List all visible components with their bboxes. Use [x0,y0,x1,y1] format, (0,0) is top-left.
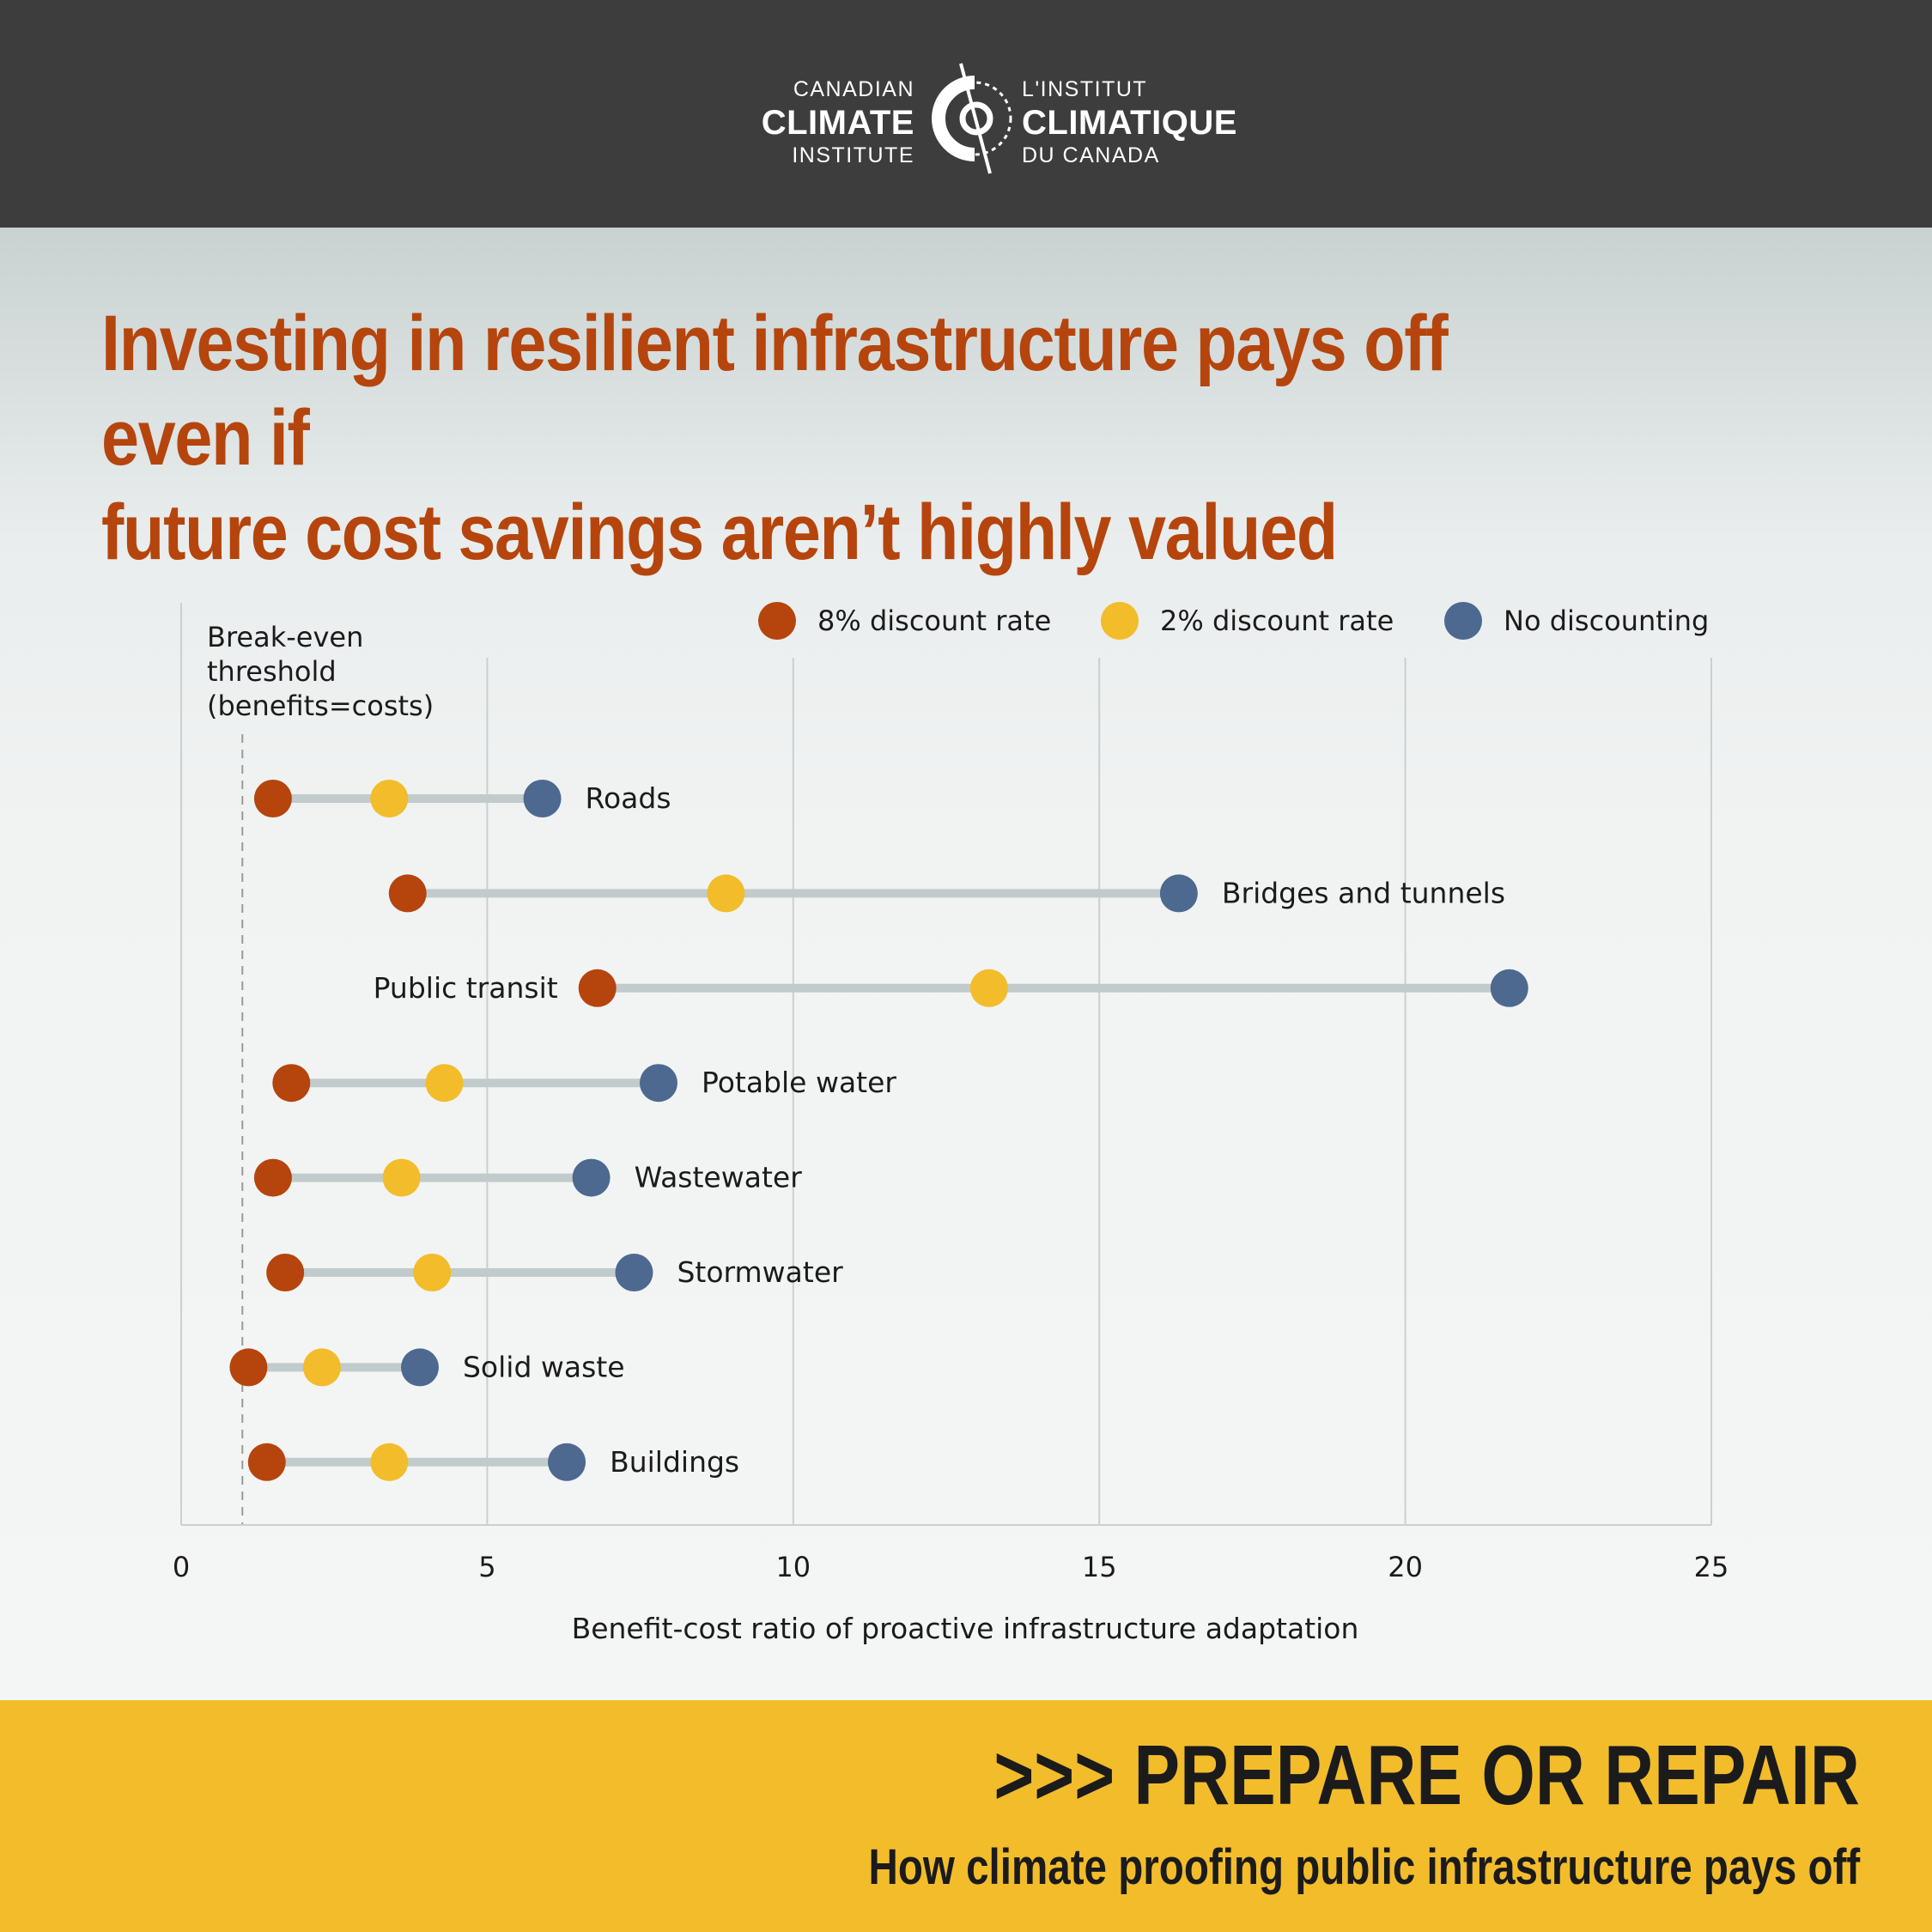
chart-rows: Roads Bridges and tunnels Public transit Po… [229,780,1528,1481]
x-tick-label: 10 [775,1551,811,1583]
data-point-none [548,1443,586,1481]
data-point-none [523,780,562,817]
footer-banner [0,1700,1932,1932]
data-point-2pct [370,780,409,817]
legend-label: 8% discount rate [817,605,1051,637]
x-axis: 0 5 10 15 20 25 Benefit-cost ratio of proactiv… [173,603,1729,1645]
logo-en-line-3: INSTITUTE [792,143,914,167]
legend-swatch [758,602,796,640]
footer-title: >>> PREPARE OR REPAIR [993,1728,1860,1822]
threshold-label: Break-even [207,621,363,653]
x-tick-label: 15 [1082,1551,1117,1583]
logo: CANADIAN CLIMATE INSTITUTE L'INSTITUT CL… [0,0,1932,228]
row-buildings: Buildings [247,1443,739,1481]
category-label: Potable water [702,1066,896,1099]
x-tick-label: 25 [1694,1551,1729,1583]
row-solid-waste: Solid waste [229,1348,625,1387]
data-point-8pct [253,1158,292,1197]
logo-fr-line-3: DU CANADA [1022,143,1160,167]
threshold-label: threshold [207,655,337,688]
category-label: Bridges and tunnels [1222,876,1505,909]
data-point-2pct [370,1443,409,1481]
row-potable-water: Potable water [272,1064,896,1103]
category-label: Solid waste [463,1350,625,1383]
header-bar: CANADIAN CLIMATE INSTITUTE L'INSTITUT CL… [0,0,1932,228]
data-point-2pct [382,1158,421,1197]
legend: 8% discount rate 2% discount rate No disco… [758,602,1709,640]
footer-subtitle: How climate proofing public infrastructu… [868,1839,1860,1895]
data-point-2pct [413,1254,452,1291]
legend-item: 2% discount rate [1101,602,1394,640]
logo-fr-line-1: L'INSTITUT [1022,77,1148,101]
row-public-transit: Public transit [374,969,1528,1007]
legend-item: No discounting [1444,602,1709,640]
data-point-none [1490,969,1528,1007]
data-point-none [639,1064,677,1103]
row-bridges-and-tunnels: Bridges and tunnels [388,874,1505,913]
title-line-1: Investing in resilient infrastructure pa… [101,300,1449,482]
legend-label: 2% discount rate [1160,605,1394,637]
logo-text-french: L'INSTITUT CLIMATIQUE DU CANADA [1022,79,1237,167]
data-point-none [1159,874,1198,913]
chart-panel [0,228,1932,1700]
logo-text-english: CANADIAN CLIMATE INSTITUTE [762,79,914,167]
data-point-2pct [707,874,745,913]
data-point-8pct [578,969,617,1007]
data-point-2pct [969,969,1008,1007]
data-point-none [615,1254,653,1291]
data-point-2pct [302,1348,341,1387]
legend-swatch [1444,602,1482,640]
logo-fr-line-2: CLIMATIQUE [1022,104,1237,142]
logo-en-line-2: CLIMATE [761,104,914,142]
legend-swatch [1101,602,1139,640]
data-point-8pct [272,1064,311,1103]
data-point-none [572,1158,611,1197]
x-tick-label: 0 [173,1551,190,1583]
data-point-8pct [253,780,292,817]
legend-label: No discounting [1504,605,1709,637]
data-point-none [400,1348,439,1387]
row-roads: Roads [253,780,671,817]
x-tick-label: 5 [478,1551,495,1583]
category-label: Buildings [610,1445,739,1479]
x-tick-label: 20 [1388,1551,1423,1583]
row-wastewater: Wastewater [253,1158,803,1197]
data-point-8pct [266,1254,305,1291]
logo-en-line-1: CANADIAN [793,77,914,101]
threshold-label: (benefits=costs) [207,690,434,722]
data-point-8pct [247,1443,286,1481]
page-title: Investing in resilient infrastructure pa… [101,296,1615,580]
category-label: Wastewater [635,1161,803,1194]
row-stormwater: Stormwater [266,1254,843,1291]
legend-item: 8% discount rate [758,602,1051,640]
climate-institute-logo-icon [932,63,1012,174]
category-label: Public transit [374,971,558,1005]
x-axis-label: Benefit-cost ratio of proactive infrastr… [572,1612,1359,1645]
category-label: Roads [586,781,671,815]
data-point-8pct [388,874,427,913]
data-point-8pct [229,1348,268,1387]
title-line-2: future cost savings aren’t highly valued [101,489,1338,576]
data-point-2pct [425,1064,464,1103]
category-label: Stormwater [677,1255,843,1289]
